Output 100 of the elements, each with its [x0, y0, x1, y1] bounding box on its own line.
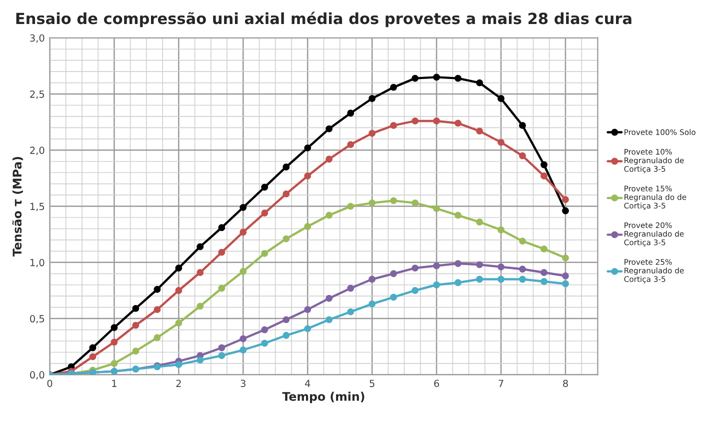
point [347, 308, 354, 316]
point [218, 352, 226, 360]
point [454, 260, 462, 268]
point [110, 324, 118, 332]
point [261, 340, 268, 347]
y-axis-title: Tensão τ (MPa) [12, 157, 23, 257]
point [175, 264, 182, 272]
point [454, 120, 462, 127]
point [132, 348, 140, 355]
point [326, 125, 333, 132]
point [368, 199, 376, 206]
y-tick-label: 3,0 [30, 34, 44, 43]
point [347, 141, 354, 148]
point [454, 212, 462, 219]
chart-title: Ensaio de compressão uni axial média dos provetes a mais 28 dias cura [16, 12, 632, 28]
y-tick-label: 2,5 [30, 90, 44, 99]
point [454, 74, 462, 82]
point [218, 224, 226, 232]
y-tick-label: 0,0 [30, 371, 44, 380]
point [433, 205, 440, 212]
point [347, 284, 354, 292]
point [132, 322, 140, 329]
point [240, 204, 247, 211]
point [240, 228, 247, 236]
point [562, 196, 569, 204]
point [326, 156, 333, 163]
x-tick-label: 7 [498, 380, 504, 387]
point [89, 353, 96, 360]
point [154, 306, 161, 314]
point [154, 334, 161, 342]
point [519, 122, 526, 129]
point [390, 84, 398, 91]
point [498, 138, 504, 146]
point [368, 95, 376, 102]
point [304, 325, 312, 332]
point [196, 302, 204, 310]
x-tick-label: 6 [434, 380, 440, 388]
point [261, 250, 268, 257]
point [390, 270, 398, 278]
point [433, 117, 440, 124]
point [498, 276, 504, 283]
y-tick-label: 0,5 [30, 315, 44, 324]
point [476, 261, 484, 268]
x-tick-label: 3 [240, 380, 246, 388]
point [368, 300, 376, 308]
point [476, 276, 484, 283]
point [562, 254, 569, 262]
point [175, 287, 182, 294]
point [326, 316, 333, 324]
point [347, 110, 354, 117]
point [498, 226, 504, 234]
y-tick-label: 2,0 [30, 146, 44, 155]
x-tick-label: 2 [176, 380, 181, 387]
point [412, 287, 419, 294]
point [110, 338, 118, 346]
point [304, 144, 312, 152]
point [132, 304, 140, 312]
point [412, 117, 419, 124]
point [218, 248, 226, 256]
point [390, 122, 398, 129]
point [562, 207, 569, 214]
point [562, 272, 569, 280]
point [89, 344, 96, 352]
point [412, 199, 419, 206]
point [304, 306, 312, 314]
point [261, 326, 268, 334]
point [476, 79, 484, 86]
point [368, 276, 376, 283]
y-tick-label: 1,0 [30, 258, 44, 268]
point [519, 238, 526, 245]
x-tick-label: 0 [47, 380, 52, 388]
point [175, 361, 182, 368]
x-tick-label: 4 [304, 380, 310, 387]
point [218, 344, 226, 352]
point [196, 269, 204, 276]
point [240, 346, 247, 354]
point [175, 320, 182, 327]
point [326, 294, 333, 302]
point [519, 152, 526, 160]
point [304, 172, 312, 180]
point [498, 263, 504, 270]
point [282, 235, 290, 242]
x-tick-label: 1 [112, 380, 116, 387]
point [240, 335, 247, 342]
point [282, 190, 290, 198]
point [390, 197, 398, 204]
point [433, 74, 440, 81]
x-axis-title: Tempo (min) [282, 392, 364, 404]
point [476, 128, 484, 135]
point [412, 74, 419, 82]
point [498, 95, 504, 102]
point [562, 280, 569, 288]
point [110, 360, 118, 367]
point [454, 279, 462, 286]
point [154, 286, 161, 293]
point [282, 316, 290, 324]
point [240, 268, 247, 275]
point [540, 269, 548, 276]
point [519, 266, 526, 273]
point [390, 294, 398, 301]
